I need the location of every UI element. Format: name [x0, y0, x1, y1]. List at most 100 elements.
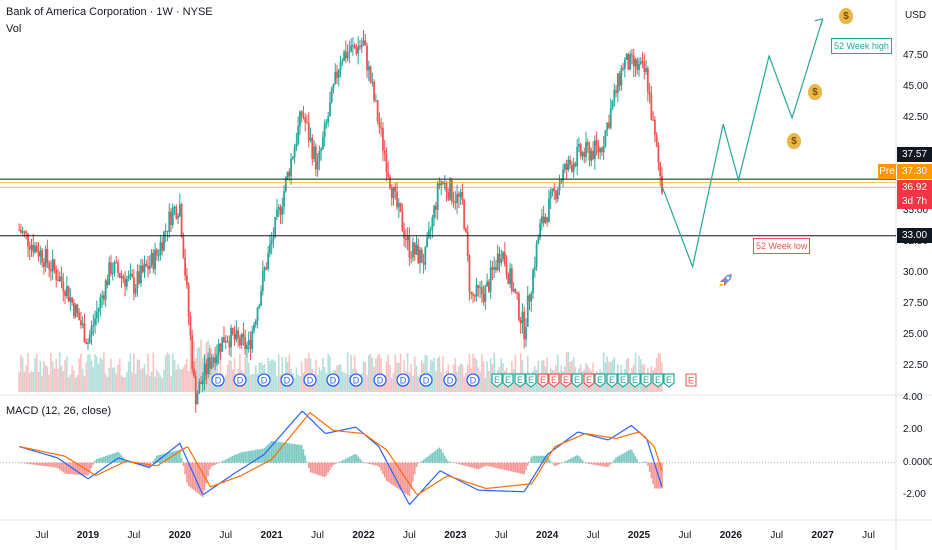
volume-bar [293, 377, 296, 392]
candle-body [655, 134, 658, 146]
candle-body [238, 337, 241, 346]
volume-bar [156, 369, 158, 392]
candle-body [374, 100, 377, 102]
volume-bar [212, 353, 215, 392]
candle-body [435, 205, 437, 210]
macd-histogram-bar [429, 454, 432, 463]
volume-bar [27, 352, 29, 392]
earnings-marker [652, 373, 664, 388]
macd-histogram-bar [638, 462, 640, 464]
candle-body [650, 94, 653, 120]
candle-body [387, 172, 390, 177]
week-high-label[interactable]: 52 Week high [831, 38, 892, 54]
macd-histogram-bar [309, 462, 312, 473]
macd-histogram-bar [27, 462, 29, 464]
dividend-marker-label: D [307, 376, 314, 386]
candle-body [270, 240, 273, 245]
candle-body [323, 123, 326, 138]
candle-body [85, 342, 88, 344]
volume-bar [488, 370, 490, 392]
volume-bar [399, 353, 402, 392]
volume-bar [254, 365, 257, 392]
candle-body [406, 235, 409, 241]
candle-body [251, 330, 254, 350]
volume-bar [461, 364, 464, 392]
volume-bar [436, 358, 439, 392]
time-tick: 2027 [811, 530, 834, 541]
candle-body [313, 146, 315, 159]
candle-body [293, 147, 296, 158]
candle-body [572, 163, 575, 172]
macd-histogram-bar [357, 456, 360, 463]
macd-histogram-bar [625, 451, 628, 463]
volume-bar [92, 367, 95, 392]
earnings-marker-label: E [563, 375, 569, 385]
macd-histogram-bar [173, 451, 176, 463]
macd-histogram-bar [380, 462, 382, 471]
currency-label[interactable]: USD [905, 10, 927, 21]
candle-body [330, 88, 333, 103]
candle-body [625, 53, 628, 60]
candle-body [569, 159, 572, 165]
macd-histogram-bar [127, 461, 130, 463]
volume-bar [20, 355, 22, 392]
candle-body [108, 262, 111, 285]
candle-body [240, 333, 243, 346]
volume-bar [18, 371, 20, 392]
candle-body [556, 190, 559, 200]
volume-bar [302, 373, 305, 392]
candle-body [235, 330, 238, 340]
macd-histogram-bar [171, 451, 174, 463]
candle-body [37, 251, 40, 257]
macd-histogram-bar [279, 442, 282, 463]
candle-body [171, 207, 174, 226]
candle-body [611, 101, 614, 109]
pre-market-price: 37.30 [897, 164, 932, 179]
candle-body [553, 188, 556, 191]
macd-histogram-bar [186, 462, 188, 483]
candle-body [498, 253, 501, 263]
candle-body [535, 243, 538, 268]
candle-body [452, 201, 455, 203]
macd-histogram-bar [226, 458, 229, 463]
macd-histogram-bar [113, 453, 116, 463]
macd-histogram-bar [196, 462, 199, 493]
candle-body [493, 267, 496, 270]
candle-body [168, 211, 171, 232]
macd-histogram-bar [565, 460, 568, 463]
candle-body [382, 127, 384, 151]
candle-body [468, 256, 471, 292]
candle-body [164, 230, 167, 232]
macd-histogram-bar [440, 449, 443, 463]
candle-body [578, 144, 580, 147]
earnings-marker [606, 373, 618, 388]
volume-bar [81, 368, 84, 392]
volume-bar [193, 341, 195, 392]
volume-bar [304, 358, 307, 392]
candle-body [65, 286, 68, 297]
candle-body [246, 345, 248, 349]
macd-histogram-bar [281, 442, 284, 463]
volume-bar [297, 374, 299, 392]
macd-histogram-bar [588, 462, 591, 465]
macd-histogram-bar [194, 462, 197, 492]
week-low-label[interactable]: 52 Week low [753, 238, 811, 254]
candle-body [336, 71, 338, 78]
candle-body [125, 278, 128, 287]
volume-bar [180, 369, 183, 392]
macd-histogram-bar [55, 462, 58, 468]
volume-bar [25, 365, 27, 392]
volume-bar [46, 366, 49, 392]
candle-body [194, 375, 197, 405]
candle-body [304, 117, 307, 123]
candle-body [306, 122, 308, 124]
candle-body [528, 295, 531, 302]
volume-bar [406, 353, 409, 392]
macd-histogram-bar [232, 455, 234, 463]
volume-bar [88, 354, 91, 392]
candle-body [27, 233, 29, 247]
candle-body [217, 343, 220, 356]
candle-body [593, 140, 596, 159]
candle-body [138, 271, 141, 284]
